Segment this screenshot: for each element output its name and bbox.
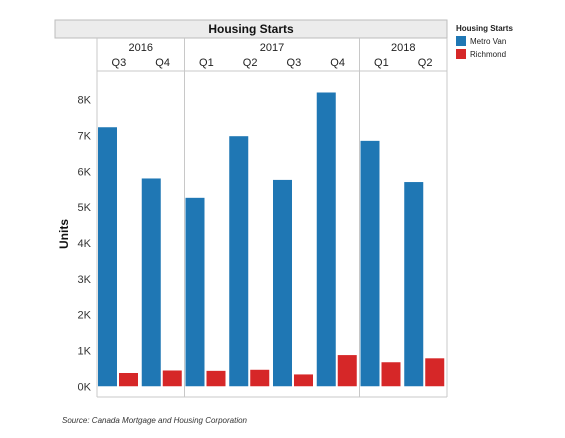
bar-metro-van-2016-q3 xyxy=(98,127,117,387)
source-note: Source: Canada Mortgage and Housing Corp… xyxy=(62,416,248,425)
bar-richmond-2017-q4 xyxy=(337,355,357,387)
legend-swatch-richmond xyxy=(456,49,466,59)
legend-swatch-metro-van xyxy=(456,36,466,46)
y-tick-label-2K: 2K xyxy=(78,310,92,322)
bar-metro-van-2018-q1 xyxy=(360,140,380,387)
year-label-2018: 2018 xyxy=(391,42,415,54)
quarter-label-2018-Q2: Q2 xyxy=(418,57,433,69)
quarter-label-2018-Q1: Q1 xyxy=(374,57,389,69)
legend-title: Housing Starts xyxy=(456,24,513,33)
quarter-label-2017-Q4: Q4 xyxy=(330,57,345,69)
legend-label-richmond: Richmond xyxy=(470,49,507,59)
y-axis-label: Units xyxy=(57,219,71,249)
quarter-label-2017-Q1: Q1 xyxy=(199,57,214,69)
quarter-label-2016-Q4: Q4 xyxy=(155,57,170,69)
bar-richmond-2017-q2 xyxy=(250,369,270,387)
title-bar xyxy=(54,19,448,39)
y-tick-label-6K: 6K xyxy=(78,166,92,178)
bar-metro-van-2018-q2 xyxy=(404,182,424,387)
quarter-label-2016-Q3: Q3 xyxy=(112,57,127,69)
legend-item-metro-van: Metro Van xyxy=(456,36,513,46)
bar-richmond-2018-q1 xyxy=(381,362,401,387)
y-tick-label-0K: 0K xyxy=(78,381,92,393)
quarter-label-2017-Q3: Q3 xyxy=(287,57,302,69)
y-tick-label-7K: 7K xyxy=(78,130,92,142)
bar-richmond-2017-q3 xyxy=(294,374,313,387)
bar-metro-van-2017-q1 xyxy=(185,197,205,387)
y-tick-label-1K: 1K xyxy=(78,345,92,357)
legend-label-metro-van: Metro Van xyxy=(470,36,507,46)
legend: Housing Starts Metro Van Richmond xyxy=(456,24,513,62)
bar-richmond-2016-q3 xyxy=(119,372,138,387)
bar-metro-van-2017-q3 xyxy=(273,179,292,387)
y-tick-label-8K: 8K xyxy=(78,95,92,107)
y-tick-label-5K: 5K xyxy=(78,202,92,214)
bar-metro-van-2016-q4 xyxy=(141,178,161,387)
chart-title: Housing Starts xyxy=(208,22,294,36)
bar-richmond-2016-q4 xyxy=(162,370,182,387)
year-label-2016: 2016 xyxy=(129,42,153,54)
legend-item-richmond: Richmond xyxy=(456,49,513,59)
bar-richmond-2018-q2 xyxy=(425,358,445,387)
quarter-label-2017-Q2: Q2 xyxy=(243,57,258,69)
y-tick-label-4K: 4K xyxy=(78,238,92,250)
year-label-2017: 2017 xyxy=(260,42,284,54)
bar-metro-van-2017-q2 xyxy=(229,136,249,387)
bar-metro-van-2017-q4 xyxy=(316,92,336,387)
y-tick-label-3K: 3K xyxy=(78,274,92,286)
bar-richmond-2017-q1 xyxy=(206,370,226,387)
